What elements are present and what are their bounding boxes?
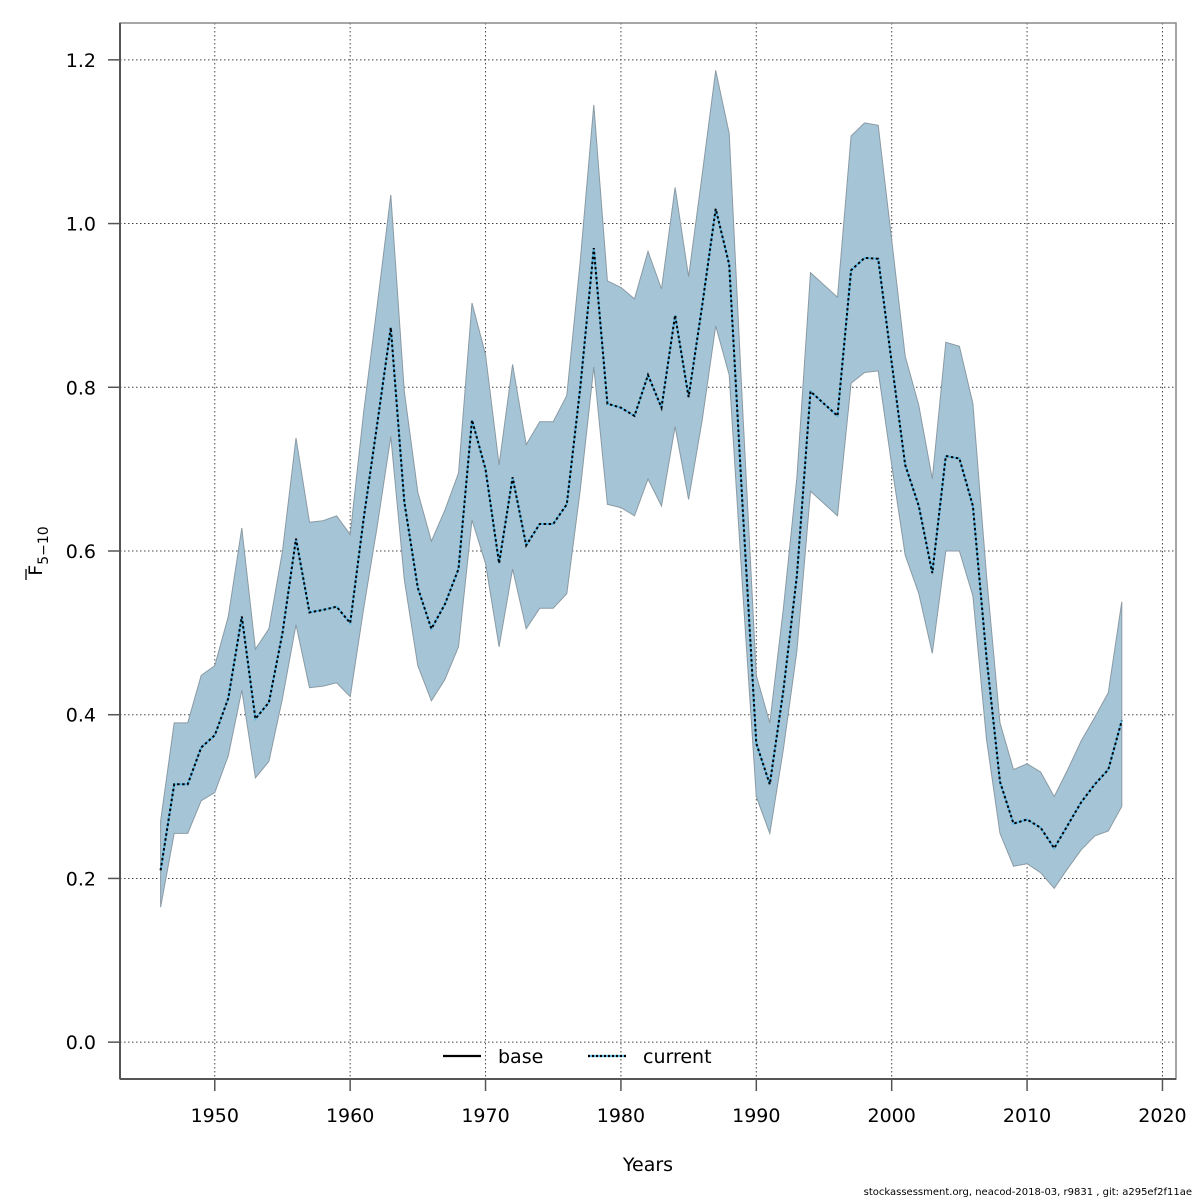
y-axis-title: F5−10 — [25, 526, 52, 580]
legend-label-base: base — [498, 1046, 543, 1068]
y-tick-label: 0.4 — [66, 705, 96, 727]
x-tick-label: 1960 — [326, 1105, 374, 1127]
x-tick-label: 1950 — [191, 1105, 239, 1127]
legend-label-current: current — [643, 1046, 712, 1068]
x-axis-ticks: 1950 1960 1970 1980 1990 2000 2010 2020 — [191, 1079, 1187, 1127]
x-tick-label: 2000 — [868, 1105, 916, 1127]
legend: base current — [443, 1046, 712, 1068]
svg-text:F5−10: F5−10 — [25, 526, 52, 575]
series-line-current — [159, 208, 1123, 871]
confidence-band-current — [160, 70, 1123, 908]
y-tick-label: 0.8 — [66, 377, 96, 399]
x-axis-title: Years — [622, 1154, 673, 1176]
line-layer — [159, 208, 1123, 871]
x-tick-label: 1970 — [461, 1105, 509, 1127]
y-tick-label: 1.2 — [66, 50, 96, 72]
x-tick-label: 2020 — [1138, 1105, 1186, 1127]
y-tick-label: 0.0 — [66, 1032, 96, 1054]
y-tick-label: 1.0 — [66, 214, 96, 236]
y-tick-label: 0.6 — [66, 541, 96, 563]
footer-credit: stockassessment.org, neacod-2018-03, r98… — [863, 1187, 1192, 1198]
y-axis-title-main: F — [25, 565, 47, 576]
y-tick-label: 0.2 — [66, 868, 96, 890]
y-axis-ticks: 0.0 0.2 0.4 0.6 0.8 1.0 1.2 — [66, 50, 120, 1054]
x-tick-label: 1990 — [732, 1105, 780, 1127]
x-tick-label: 1980 — [597, 1105, 645, 1127]
y-axis-title-subscript: 5−10 — [36, 526, 52, 564]
grid — [120, 23, 1176, 1079]
confidence-band-layer — [160, 70, 1123, 908]
x-tick-label: 2010 — [1003, 1105, 1051, 1127]
